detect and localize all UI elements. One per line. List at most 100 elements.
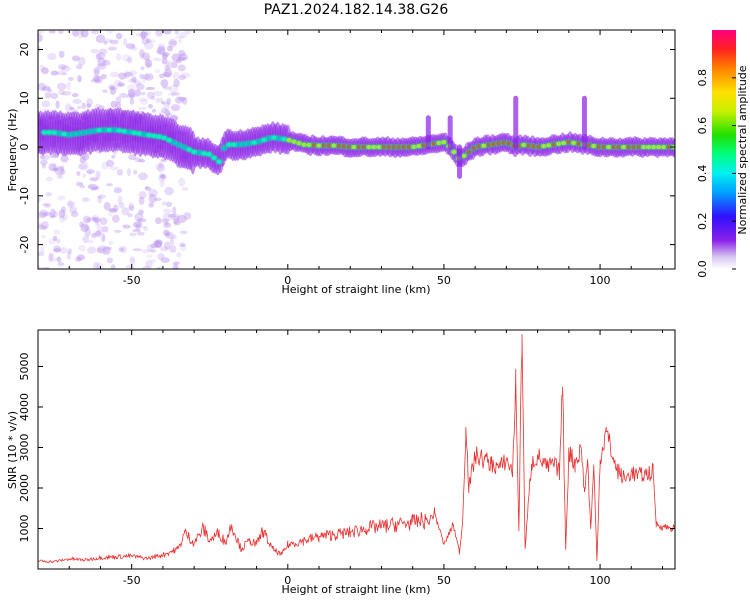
spectrogram-noise-speck <box>76 254 86 261</box>
spectrogram-halo-cell <box>349 143 359 151</box>
spectrogram-noise-speck <box>164 109 171 117</box>
spectrogram-noise-speck <box>134 89 142 97</box>
spectrogram-noise-speck <box>106 30 114 34</box>
spectrogram-core-cell <box>81 130 87 135</box>
spectrogram-noise-speck <box>141 52 150 61</box>
spectrogram-noise-speck <box>38 196 41 203</box>
spectrogram-y-tick-label: -10 <box>18 187 31 205</box>
spectrogram-noise-speck <box>109 39 119 45</box>
spectrogram-halo-cell <box>139 130 149 138</box>
spectrogram-noise-speck <box>79 30 84 34</box>
spectrogram-noise-speck <box>139 31 148 38</box>
spectrogram-noise-speck <box>62 72 68 76</box>
colorbar-tick-label: 0.4 <box>696 165 709 183</box>
spectrogram-core-cell <box>596 144 602 150</box>
spectrogram-core-cell <box>271 135 277 140</box>
spectrogram-noise-speck <box>40 221 49 230</box>
spectrogram-halo-cell <box>559 139 569 147</box>
colorbar-tick-label: 0.0 <box>696 260 709 278</box>
spectrogram-noise-speck <box>132 221 143 228</box>
spectrogram-noise-speck <box>38 33 43 43</box>
spectrogram-halo-cell <box>95 126 104 134</box>
spectrogram-noise-speck <box>165 201 173 208</box>
spectrogram-halo-cell <box>114 126 124 135</box>
spectrogram-noise-speck <box>96 52 106 60</box>
spectrogram-noise-speck <box>97 57 106 67</box>
spectrogram-halo-cell <box>384 143 394 151</box>
spectrogram-core-cell <box>626 144 632 150</box>
spectrogram-halo-cell <box>164 136 174 144</box>
spectrogram-core-cell <box>326 143 332 148</box>
spectrogram-noise-speck <box>67 76 74 81</box>
spectrogram-core-cell <box>351 144 357 150</box>
spectrogram-noise-speck <box>181 187 189 191</box>
spectrogram-noise-speck <box>103 201 111 211</box>
spectrogram-halo-cell <box>85 128 94 136</box>
spectrogram-halo-cell <box>574 140 584 148</box>
spectrogram-noise-speck <box>69 206 78 214</box>
spectrogram-core-cell <box>621 144 627 150</box>
spectrogram-noise-speck <box>120 245 128 254</box>
spectrogram-noise-speck <box>50 92 59 100</box>
spectrogram-noise-speck <box>101 233 106 243</box>
spectrogram-noise-speck <box>126 94 136 99</box>
spectrogram-halo-cell <box>274 134 284 142</box>
spectrogram-noise-speck <box>141 36 149 45</box>
spectrogram-noise-speck <box>93 230 104 235</box>
spectrogram-halo-cell <box>409 143 419 151</box>
spectrogram-noise-speck <box>97 194 106 199</box>
spectrogram-noise-speck <box>101 161 109 170</box>
spectrogram-core-cell <box>541 143 547 149</box>
spectrogram-y-tick-label: 10 <box>18 91 31 105</box>
spectrogram-core-cell <box>46 130 52 135</box>
spectrogram-noise-speck <box>137 217 142 225</box>
spectrogram-halo-cell <box>229 141 239 149</box>
spectrogram-noise-speck <box>138 48 145 58</box>
spectrogram-noise-speck <box>98 48 108 55</box>
spectrogram-core-cell <box>646 144 652 150</box>
spectrogram-noise-speck <box>178 177 186 187</box>
spectrogram-noise-speck <box>60 154 69 163</box>
spectrogram-noise-speck <box>95 34 106 43</box>
spectrogram-core-cell <box>306 142 312 148</box>
spectrogram-noise-speck <box>156 163 166 173</box>
spectrogram-halo-cell <box>639 143 648 151</box>
spectrogram-halo-cell <box>414 142 424 150</box>
spectrogram-noise-speck <box>96 63 107 70</box>
spectrogram-halo-cell <box>549 140 559 149</box>
spectrogram-core-cell <box>121 129 127 134</box>
spectrogram-noise-speck <box>160 257 170 263</box>
spectrogram-noise-speck <box>95 53 102 61</box>
spectrogram-noise-speck <box>79 161 89 171</box>
spectrogram-y-label: Frequency (Hz) <box>6 109 19 192</box>
spectrogram-noise-speck <box>163 72 170 77</box>
spectrogram-halo-cell <box>149 132 159 140</box>
spectrogram-noise-speck <box>132 248 142 252</box>
spectrogram-halo-cell <box>124 128 134 136</box>
spectrogram-core-cell <box>301 142 307 147</box>
spectrogram-noise-speck <box>47 52 57 61</box>
snr-y-tick-label: 4000 <box>18 393 31 421</box>
spectrogram-noise-speck <box>148 194 157 203</box>
spectrogram-noise-speck <box>142 265 151 269</box>
spectrogram-core-cell <box>561 140 567 146</box>
spectrogram-noise-speck <box>125 264 134 269</box>
spectrogram-noise-speck <box>118 247 125 252</box>
spectrogram-noise-speck <box>41 100 51 108</box>
snr-y-tick-label: 1000 <box>18 514 31 542</box>
spectrogram-noise-speck <box>134 157 141 163</box>
spectrogram-halo-cell <box>604 143 614 151</box>
spectrogram-noise-speck <box>153 239 164 245</box>
spectrogram-noise-speck <box>135 223 141 231</box>
spectrogram-noise-speck <box>105 159 115 167</box>
spectrogram-halo-cell <box>289 138 299 146</box>
spectrogram-core-cell <box>241 141 247 147</box>
spectrogram-y-tick-label: -20 <box>18 236 31 254</box>
colorbar-ticks: 0.0 0.2 0.4 0.6 0.8 <box>696 69 736 278</box>
spectrogram-halo-cell <box>144 131 154 139</box>
spectrogram-noise-speck <box>161 53 168 59</box>
spectrogram-noise-speck <box>66 81 71 90</box>
spectrogram-noise-speck <box>157 253 165 260</box>
spectrogram-noise-speck <box>147 103 153 109</box>
spectrogram-halo-cell <box>204 150 214 158</box>
